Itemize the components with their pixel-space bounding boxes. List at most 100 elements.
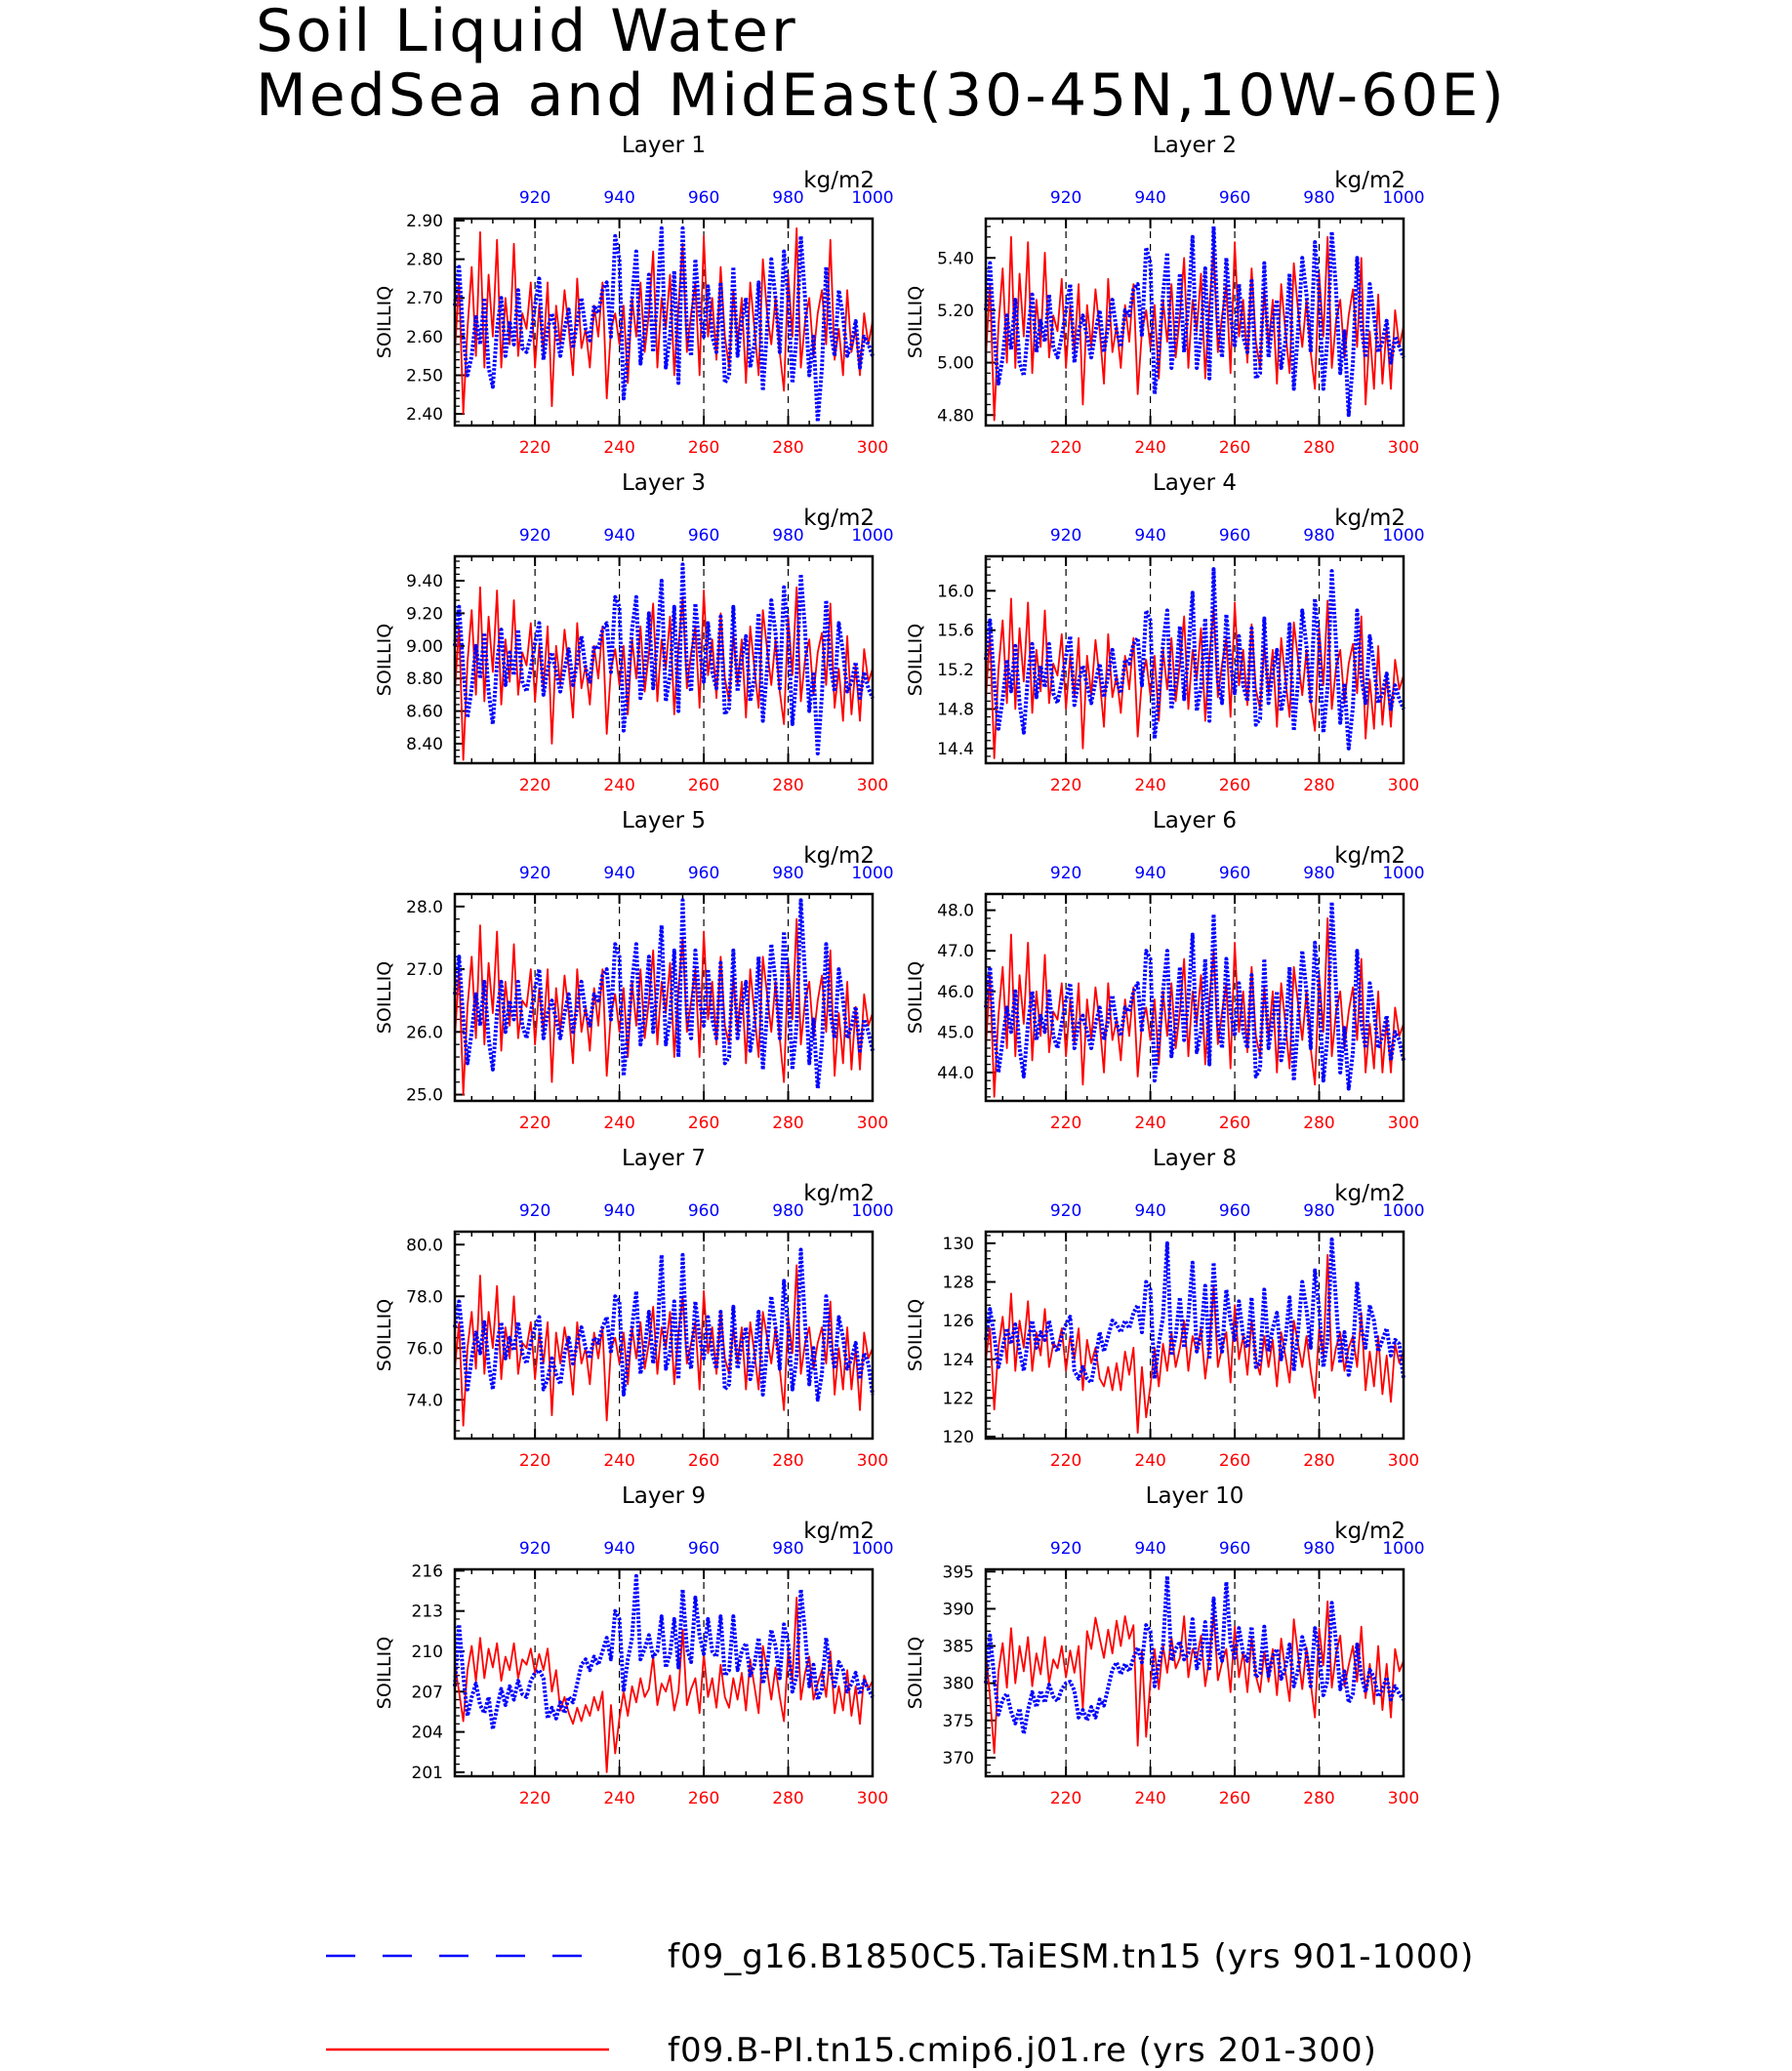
x-top-tick-label: 940 xyxy=(1134,188,1165,208)
x-tick-label: 260 xyxy=(1219,438,1250,458)
y-tick-label: 380 xyxy=(943,1675,974,1694)
y-tick-label: 47.0 xyxy=(937,942,974,961)
x-top-tick-label: 920 xyxy=(519,1539,550,1559)
legend-label-2: f09.B-PI.tn15.cmip6.j01.re (yrs 201-300) xyxy=(668,2031,1377,2070)
x-top-tick-label: 960 xyxy=(1219,1539,1250,1559)
x-top-tick-label: 960 xyxy=(688,1539,719,1559)
x-top-tick-label: 980 xyxy=(772,1539,803,1559)
panel-layer-4: Layer 4 kg/m2 SOILLIQ 220 240 260 280 300 920 940… xyxy=(905,470,1425,795)
series-line-a xyxy=(984,1573,1405,1736)
series-line-b xyxy=(454,917,874,1096)
y-tick-label: 5.00 xyxy=(937,354,974,374)
x-tick-label: 240 xyxy=(603,1451,634,1471)
y-tick-label: 201 xyxy=(412,1764,443,1783)
x-tick-label: 220 xyxy=(519,1114,550,1133)
y-tick-label: 78.0 xyxy=(406,1287,443,1307)
series-line-b xyxy=(985,917,1405,1098)
y-tick-label: 213 xyxy=(412,1603,443,1622)
panel-title: Layer 6 xyxy=(1153,808,1237,833)
x-tick-label: 240 xyxy=(603,438,634,458)
x-top-tick-label: 940 xyxy=(603,1201,634,1221)
x-top-tick-label: 920 xyxy=(1050,1201,1081,1221)
x-tick-label: 300 xyxy=(1388,1114,1419,1133)
series-line-b xyxy=(985,235,1405,422)
x-top-tick-label: 940 xyxy=(1134,526,1165,546)
x-tick-label: 220 xyxy=(1050,1789,1081,1808)
x-tick-label: 300 xyxy=(857,776,888,795)
x-top-tick-label: 1000 xyxy=(851,864,893,883)
x-top-tick-label: 940 xyxy=(1134,864,1165,883)
x-tick-label: 260 xyxy=(1219,1451,1250,1471)
x-tick-label: 300 xyxy=(857,1114,888,1133)
x-tick-label: 300 xyxy=(1388,776,1419,795)
x-top-tick-label: 960 xyxy=(1219,526,1250,546)
y-tick-label: 2.80 xyxy=(406,251,443,270)
x-tick-label: 280 xyxy=(1303,1789,1334,1808)
x-tick-label: 240 xyxy=(1134,1789,1165,1808)
x-tick-label: 300 xyxy=(857,1789,888,1808)
x-tick-label: 300 xyxy=(1388,1789,1419,1808)
y-tick-label: 130 xyxy=(943,1235,974,1254)
y-axis-label: SOILLIQ xyxy=(374,286,395,358)
legend-label-1: f09_g16.B1850C5.TaiESM.tn15 (yrs 901-100… xyxy=(668,1937,1474,1976)
x-tick-label: 260 xyxy=(688,1114,719,1133)
y-tick-label: 45.0 xyxy=(937,1023,974,1042)
y-tick-label: 80.0 xyxy=(406,1236,443,1255)
y-tick-label: 207 xyxy=(412,1683,443,1702)
units-label: kg/m2 xyxy=(1334,506,1405,531)
y-tick-label: 9.20 xyxy=(406,604,443,624)
x-top-tick-label: 980 xyxy=(1303,864,1334,883)
plot-frame xyxy=(453,892,875,1103)
panel-title: Layer 9 xyxy=(622,1483,706,1509)
x-tick-label: 260 xyxy=(688,1789,719,1808)
x-top-tick-label: 1000 xyxy=(1382,188,1424,208)
plot-frame xyxy=(984,217,1405,427)
y-tick-label: 5.40 xyxy=(937,249,974,268)
y-tick-label: 5.20 xyxy=(937,302,974,321)
panel-layer-3: Layer 3 kg/m2 SOILLIQ 220 240 260 280 300 920 940… xyxy=(374,470,894,795)
y-tick-label: 14.4 xyxy=(937,740,974,759)
series-line-a xyxy=(984,900,1405,1091)
panel-layer-6: Layer 6 kg/m2 SOILLIQ 220 240 260 280 300 920 940… xyxy=(905,808,1425,1133)
x-tick-label: 220 xyxy=(1050,1451,1081,1471)
x-tick-label: 300 xyxy=(1388,1451,1419,1471)
y-axis-label: SOILLIQ xyxy=(374,961,395,1034)
x-tick-label: 240 xyxy=(1134,776,1165,795)
x-tick-label: 260 xyxy=(1219,1114,1250,1133)
x-tick-label: 260 xyxy=(1219,776,1250,795)
y-tick-label: 8.80 xyxy=(406,670,443,689)
y-tick-label: 9.00 xyxy=(406,637,443,657)
y-tick-label: 126 xyxy=(943,1312,974,1331)
x-tick-label: 260 xyxy=(688,438,719,458)
x-top-tick-label: 980 xyxy=(1303,188,1334,208)
y-tick-label: 8.60 xyxy=(406,703,443,722)
series-line-b xyxy=(985,1600,1405,1755)
x-top-tick-label: 1000 xyxy=(851,526,893,546)
y-tick-label: 46.0 xyxy=(937,983,974,1002)
x-top-tick-label: 960 xyxy=(688,526,719,546)
y-tick-label: 44.0 xyxy=(937,1064,974,1083)
panel-title: Layer 7 xyxy=(622,1146,706,1171)
x-top-tick-label: 980 xyxy=(1303,1539,1334,1559)
y-tick-label: 26.0 xyxy=(406,1023,443,1042)
units-label: kg/m2 xyxy=(1334,1181,1405,1206)
x-top-tick-label: 920 xyxy=(519,188,550,208)
x-top-tick-label: 1000 xyxy=(851,1539,893,1559)
panel-title: Layer 10 xyxy=(1146,1483,1244,1509)
plot-frame xyxy=(453,1230,875,1441)
y-axis-label: SOILLIQ xyxy=(905,624,926,696)
panel-layer-1: Layer 1 kg/m2 SOILLIQ 220 240 260 280 300 920 940… xyxy=(374,133,894,458)
panel-title: Layer 1 xyxy=(622,133,706,158)
units-label: kg/m2 xyxy=(803,1519,875,1544)
x-top-tick-label: 940 xyxy=(603,864,634,883)
x-tick-label: 260 xyxy=(688,1451,719,1471)
x-top-tick-label: 960 xyxy=(1219,188,1250,208)
x-top-tick-label: 980 xyxy=(772,188,803,208)
plot-frame xyxy=(984,1230,1405,1441)
units-label: kg/m2 xyxy=(803,843,875,869)
y-tick-label: 128 xyxy=(943,1274,974,1293)
x-tick-label: 280 xyxy=(772,1451,803,1471)
y-tick-label: 375 xyxy=(943,1712,974,1731)
series-line-a xyxy=(453,562,875,755)
panel-title: Layer 4 xyxy=(1153,470,1237,496)
